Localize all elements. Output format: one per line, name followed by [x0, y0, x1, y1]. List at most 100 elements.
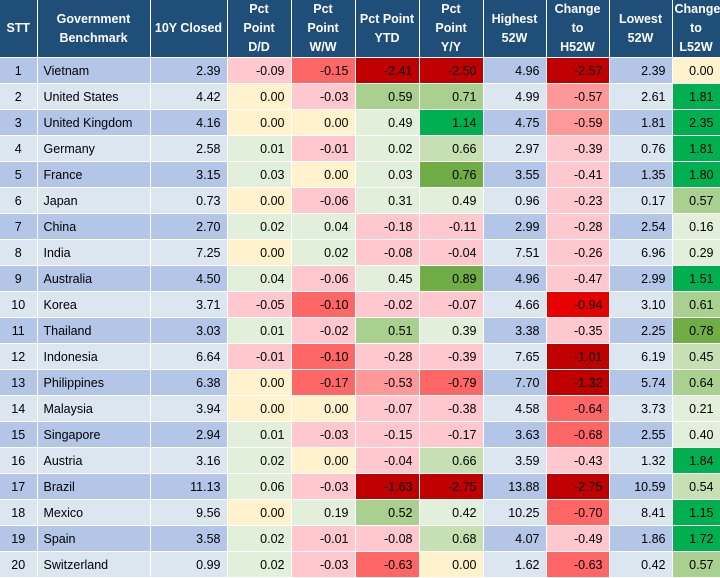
cell-high52: 3.63: [483, 422, 546, 448]
cell-country: Spain: [37, 526, 150, 552]
header-dd-line3: D/D: [248, 40, 270, 54]
cell-closed: 4.16: [150, 110, 227, 136]
header-ww-line3: W/W: [309, 40, 336, 54]
cell-country: Singapore: [37, 422, 150, 448]
cell-stt: 8: [0, 240, 37, 266]
cell-dd: 0.02: [227, 552, 291, 578]
header-h52-line2: 52W: [502, 31, 528, 45]
cell-yy: 0.42: [419, 500, 483, 526]
cell-change-l52: 0.40: [672, 422, 720, 448]
cell-stt: 14: [0, 396, 37, 422]
cell-dd: -0.05: [227, 292, 291, 318]
cell-closed: 11.13: [150, 474, 227, 500]
header-ww-line1: Pct: [313, 2, 332, 16]
cell-country: Japan: [37, 188, 150, 214]
cell-dd: 0.06: [227, 474, 291, 500]
header-l52-line1: Lowest: [619, 12, 662, 26]
cell-change-l52: 1.81: [672, 84, 720, 110]
cell-low52: 3.10: [609, 292, 672, 318]
cell-stt: 19: [0, 526, 37, 552]
cell-low52: 3.73: [609, 396, 672, 422]
cell-dd: 0.00: [227, 370, 291, 396]
header-cl52-line1: Change: [675, 2, 720, 16]
cell-high52: 3.55: [483, 162, 546, 188]
cell-dd: 0.02: [227, 448, 291, 474]
cell-high52: 4.58: [483, 396, 546, 422]
cell-change-h52: -0.49: [546, 526, 609, 552]
cell-change-l52: 0.54: [672, 474, 720, 500]
cell-high52: 1.62: [483, 552, 546, 578]
cell-stt: 1: [0, 58, 37, 84]
cell-change-h52: -0.68: [546, 422, 609, 448]
cell-stt: 9: [0, 266, 37, 292]
cell-ytd: -0.15: [355, 422, 419, 448]
cell-ytd: -0.18: [355, 214, 419, 240]
cell-high52: 4.96: [483, 58, 546, 84]
cell-low52: 10.59: [609, 474, 672, 500]
cell-change-h52: -0.28: [546, 214, 609, 240]
cell-ytd: -0.63: [355, 552, 419, 578]
cell-low52: 1.86: [609, 526, 672, 552]
cell-change-l52: 0.57: [672, 188, 720, 214]
cell-yy: 0.68: [419, 526, 483, 552]
cell-country: Malaysia: [37, 396, 150, 422]
cell-change-h52: -1.32: [546, 370, 609, 396]
header-dd-line1: Pct: [249, 2, 268, 16]
cell-dd: 0.04: [227, 266, 291, 292]
cell-stt: 15: [0, 422, 37, 448]
cell-yy: 0.76: [419, 162, 483, 188]
cell-country: India: [37, 240, 150, 266]
cell-closed: 3.03: [150, 318, 227, 344]
cell-change-l52: 1.80: [672, 162, 720, 188]
cell-ww: -0.10: [291, 344, 355, 370]
cell-low52: 1.81: [609, 110, 672, 136]
cell-ww: -0.03: [291, 474, 355, 500]
cell-closed: 3.16: [150, 448, 227, 474]
cell-change-h52: -0.47: [546, 266, 609, 292]
cell-stt: 11: [0, 318, 37, 344]
cell-stt: 6: [0, 188, 37, 214]
cell-dd: 0.00: [227, 396, 291, 422]
cell-low52: 2.54: [609, 214, 672, 240]
cell-closed: 4.50: [150, 266, 227, 292]
header-yy-line2: Point: [435, 21, 466, 35]
cell-stt: 17: [0, 474, 37, 500]
cell-low52: 8.41: [609, 500, 672, 526]
cell-ytd: 0.02: [355, 136, 419, 162]
header-cl52-line3: L52W: [679, 40, 712, 54]
cell-low52: 2.55: [609, 422, 672, 448]
cell-yy: 0.66: [419, 136, 483, 162]
cell-ytd: 0.31: [355, 188, 419, 214]
cell-closed: 2.94: [150, 422, 227, 448]
cell-change-h52: -0.94: [546, 292, 609, 318]
header-ytd-line1: Pct Point: [360, 12, 414, 26]
cell-stt: 20: [0, 552, 37, 578]
header-dd-line2: Point: [243, 21, 274, 35]
cell-yy: 1.14: [419, 110, 483, 136]
cell-change-l52: 1.84: [672, 448, 720, 474]
header-closed: 10Y Closed: [150, 0, 227, 58]
cell-country: United States: [37, 84, 150, 110]
cell-change-l52: 2.35: [672, 110, 720, 136]
cell-closed: 3.15: [150, 162, 227, 188]
cell-closed: 2.39: [150, 58, 227, 84]
cell-ww: 0.04: [291, 214, 355, 240]
cell-country: Austria: [37, 448, 150, 474]
cell-ytd: -0.07: [355, 396, 419, 422]
cell-stt: 13: [0, 370, 37, 396]
header-dd: Pct Point D/D: [227, 0, 291, 58]
cell-change-h52: -0.70: [546, 500, 609, 526]
cell-low52: 2.99: [609, 266, 672, 292]
cell-ww: -0.15: [291, 58, 355, 84]
cell-ytd: 0.59: [355, 84, 419, 110]
